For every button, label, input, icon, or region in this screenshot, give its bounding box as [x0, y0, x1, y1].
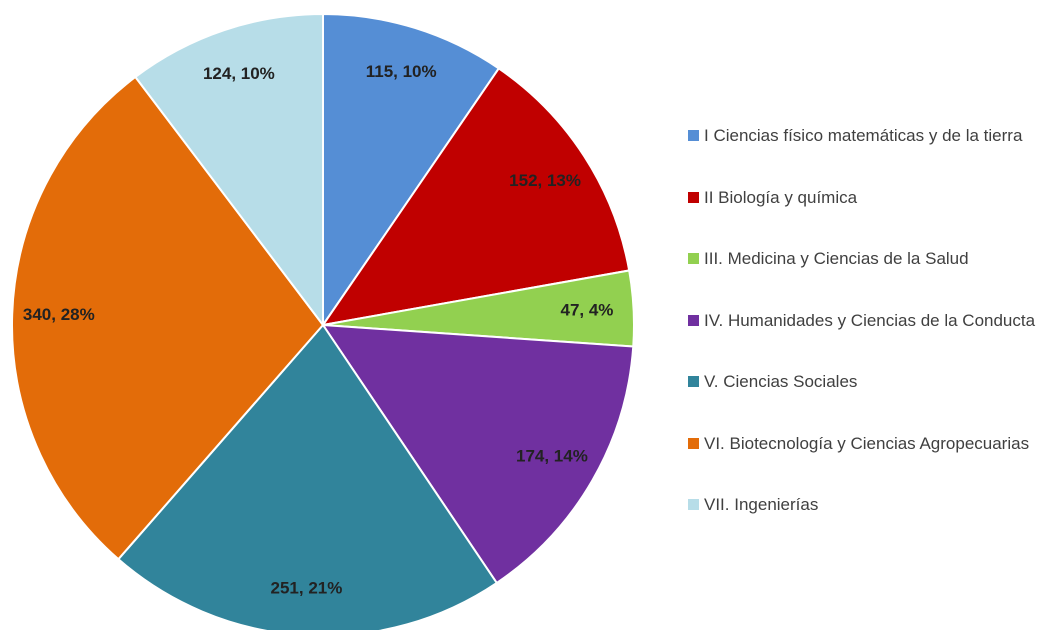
legend-swatch	[688, 376, 699, 387]
legend-label: I Ciencias físico matemáticas y de la ti…	[704, 126, 1023, 145]
data-label: 251, 21%	[271, 578, 343, 597]
legend-label: VI. Biotecnología y Ciencias Agropecuari…	[704, 433, 1030, 453]
pie-slice	[320, 67, 631, 327]
data-label: 47, 4%	[561, 300, 614, 319]
data-label: 115, 10%	[366, 62, 437, 81]
pie-slice	[116, 323, 499, 630]
data-label: 340, 28%	[23, 305, 95, 324]
legend-swatch	[688, 499, 699, 510]
legend-label: II Biología y química	[704, 187, 858, 207]
legend-label: VII. Ingenierías	[704, 495, 819, 514]
legend-label: III. Medicina y Ciencias de la Salud	[704, 249, 969, 268]
pie-slice	[133, 12, 324, 328]
legend-entry: IV. Humanidades y Ciencias de la Conduct…	[688, 309, 1038, 333]
pie-slice	[322, 12, 501, 329]
legend-swatch	[688, 191, 699, 203]
legend-swatch	[688, 437, 699, 449]
legend-entry: VI. Biotecnología y Ciencias Agropecuari…	[688, 432, 1038, 456]
pie-slice	[321, 323, 635, 585]
legend-label: IV. Humanidades y Ciencias de la Conduct…	[704, 310, 1036, 330]
legend-swatch	[688, 314, 699, 326]
data-label: 152, 13%	[509, 171, 581, 190]
data-label: 174, 14%	[516, 447, 588, 466]
legend-entry: I Ciencias físico matemáticas y de la ti…	[688, 124, 1038, 148]
legend-entry: III. Medicina y Ciencias de la Salud	[688, 247, 1038, 271]
legend-entry: V. Ciencias Sociales	[688, 370, 1038, 394]
pie-slice	[11, 75, 325, 561]
legend-entry: II Biología y química	[688, 186, 1038, 210]
pie: 115, 10% 152, 13% 47, 4% 174, 14% 251, 21% 34…	[11, 12, 635, 630]
legend-label: V. Ciencias Sociales	[704, 372, 858, 391]
legend-swatch	[688, 253, 699, 264]
legend-entry: VII. Ingenierías	[688, 493, 1038, 517]
data-label: 124, 10%	[203, 64, 275, 83]
legend-swatch	[688, 130, 699, 141]
